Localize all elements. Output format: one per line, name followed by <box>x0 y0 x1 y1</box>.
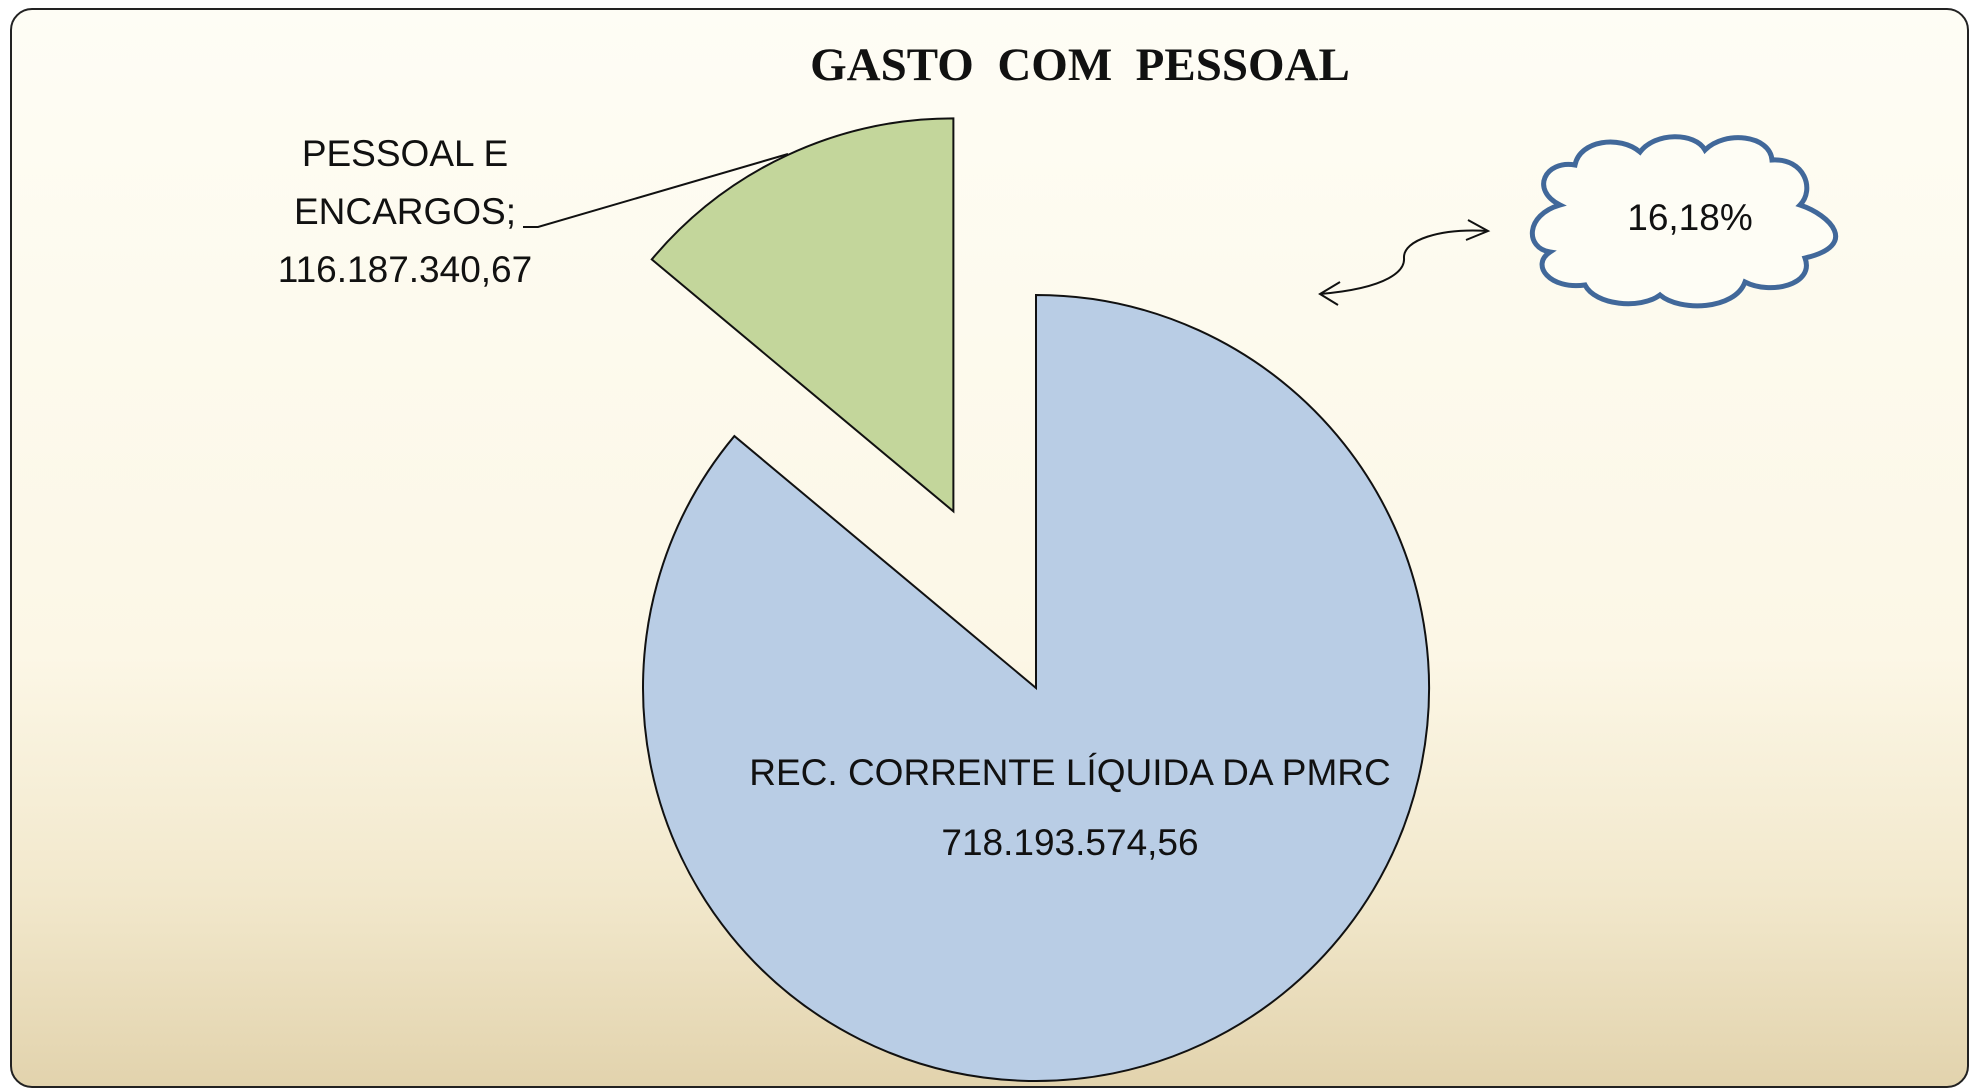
leader-line <box>523 153 789 228</box>
arrow-head <box>1465 219 1491 241</box>
annotation: 16,18% <box>1627 197 1753 238</box>
slice-label: REC. CORRENTE LÍQUIDA DA PMRC 718.193.57… <box>700 738 1440 878</box>
value-label: 718.193.574,56 <box>941 822 1199 863</box>
category-label: PESSOAL E ENCARGOS; <box>293 133 517 232</box>
curved-arrow <box>1319 229 1489 295</box>
chart-title: GASTO COM PESSOAL <box>810 39 1350 91</box>
category-label: REC. CORRENTE LÍQUIDA DA PMRC <box>749 752 1391 793</box>
pie-slice <box>642 293 1430 1082</box>
cloud-callout <box>1530 134 1839 309</box>
pie-slice <box>650 117 955 514</box>
arrow-head <box>1318 281 1341 306</box>
slice-label: PESSOAL E ENCARGOS; 116.187.340,67 <box>255 125 555 299</box>
value-label: 116.187.340,67 <box>277 249 533 290</box>
